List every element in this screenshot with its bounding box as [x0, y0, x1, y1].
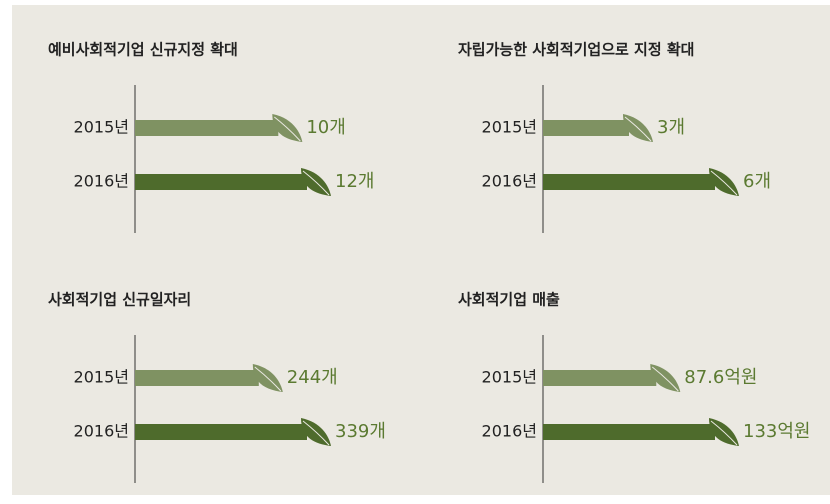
value-label: 87.6억원 [684, 367, 757, 388]
value-label: 12개 [335, 171, 374, 192]
bar [135, 120, 279, 136]
leaf-vein [254, 366, 282, 392]
bar [543, 424, 715, 440]
bar [543, 370, 657, 386]
category-label: 2015년 [74, 368, 129, 387]
category-label: 2016년 [74, 422, 129, 441]
chart-title: 예비사회적기업 신규지정 확대 [48, 41, 238, 59]
category-label: 2016년 [482, 172, 537, 191]
leaf-vein [651, 366, 679, 392]
leaf-vein [710, 420, 738, 446]
chart-title: 사회적기업 매출 [458, 291, 560, 309]
chart-title: 자립가능한 사회적기업으로 지정 확대 [458, 41, 694, 59]
category-label: 2015년 [74, 118, 129, 137]
value-label: 244개 [287, 367, 338, 388]
leaf-vein [624, 116, 652, 142]
leaf-vein [302, 170, 330, 196]
value-label: 133억원 [743, 421, 810, 442]
leaf-vein [274, 116, 301, 142]
value-label: 339개 [335, 421, 386, 442]
bar [135, 424, 307, 440]
category-label: 2016년 [482, 422, 537, 441]
category-label: 2015년 [482, 368, 537, 387]
value-label: 10개 [306, 117, 345, 138]
leaf-vein [302, 420, 330, 446]
bar [543, 120, 629, 136]
value-label: 3개 [657, 117, 685, 138]
bar [135, 174, 307, 190]
bar [135, 370, 259, 386]
background [12, 5, 830, 495]
bar [543, 174, 715, 190]
value-label: 6개 [743, 171, 771, 192]
leaf-vein [710, 170, 738, 196]
category-label: 2015년 [482, 118, 537, 137]
chart-title: 사회적기업 신규일자리 [48, 291, 191, 309]
category-label: 2016년 [74, 172, 129, 191]
